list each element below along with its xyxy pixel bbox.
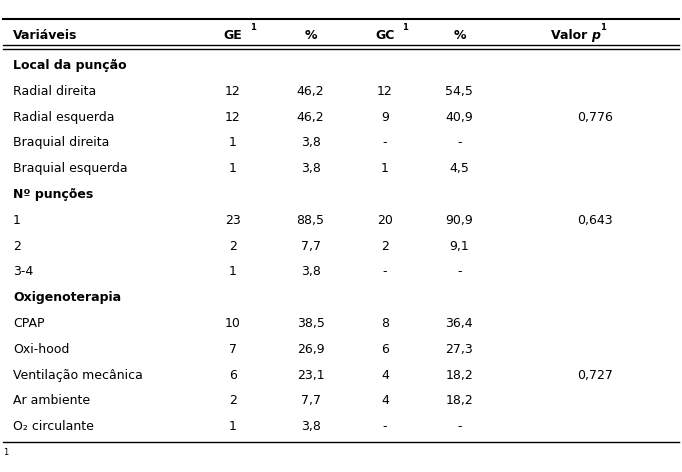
Text: 8: 8 bbox=[381, 317, 389, 330]
Text: 88,5: 88,5 bbox=[297, 214, 325, 227]
Text: 36,4: 36,4 bbox=[445, 317, 473, 330]
Text: 2: 2 bbox=[13, 240, 20, 253]
Text: Radial esquerda: Radial esquerda bbox=[13, 110, 115, 124]
Text: 0,643: 0,643 bbox=[577, 214, 612, 227]
Text: 2: 2 bbox=[229, 240, 237, 253]
Text: p: p bbox=[591, 29, 600, 42]
Text: 3,8: 3,8 bbox=[301, 265, 321, 278]
Text: Radial direita: Radial direita bbox=[13, 85, 96, 98]
Text: 23,1: 23,1 bbox=[297, 369, 325, 381]
Text: 7: 7 bbox=[228, 343, 237, 356]
Text: 12: 12 bbox=[225, 110, 241, 124]
Text: Local da punção: Local da punção bbox=[13, 59, 127, 72]
Text: Valor: Valor bbox=[550, 29, 591, 42]
Text: 90,9: 90,9 bbox=[445, 214, 473, 227]
Text: 18,2: 18,2 bbox=[445, 394, 473, 407]
Text: 6: 6 bbox=[381, 343, 389, 356]
Text: 1: 1 bbox=[229, 420, 237, 433]
Text: 1: 1 bbox=[381, 162, 389, 175]
Text: Oxigenoterapia: Oxigenoterapia bbox=[13, 291, 121, 304]
Text: 4: 4 bbox=[381, 369, 389, 381]
Text: -: - bbox=[383, 420, 387, 433]
Text: 0,776: 0,776 bbox=[577, 110, 612, 124]
Text: -: - bbox=[457, 136, 462, 150]
Text: 1: 1 bbox=[3, 448, 8, 457]
Text: 0,727: 0,727 bbox=[577, 369, 612, 381]
Text: 12: 12 bbox=[225, 85, 241, 98]
Text: -: - bbox=[457, 420, 462, 433]
Text: 1: 1 bbox=[229, 162, 237, 175]
Text: 4,5: 4,5 bbox=[449, 162, 469, 175]
Text: 3-4: 3-4 bbox=[13, 265, 33, 278]
Text: 9,1: 9,1 bbox=[449, 240, 469, 253]
Text: Variáveis: Variáveis bbox=[13, 29, 77, 42]
Text: -: - bbox=[383, 136, 387, 150]
Text: GC: GC bbox=[375, 29, 395, 42]
Text: 3,8: 3,8 bbox=[301, 136, 321, 150]
Text: Ar ambiente: Ar ambiente bbox=[13, 394, 90, 407]
Text: 7,7: 7,7 bbox=[301, 394, 321, 407]
Text: 10: 10 bbox=[225, 317, 241, 330]
Text: 23: 23 bbox=[225, 214, 241, 227]
Text: 18,2: 18,2 bbox=[445, 369, 473, 381]
Text: 9: 9 bbox=[381, 110, 389, 124]
Text: 6: 6 bbox=[229, 369, 237, 381]
Text: 12: 12 bbox=[377, 85, 393, 98]
Text: 2: 2 bbox=[381, 240, 389, 253]
Text: CPAP: CPAP bbox=[13, 317, 44, 330]
Text: 7,7: 7,7 bbox=[301, 240, 321, 253]
Text: %: % bbox=[453, 29, 466, 42]
Text: 3,8: 3,8 bbox=[301, 162, 321, 175]
Text: Nº punções: Nº punções bbox=[13, 188, 93, 201]
Text: Ventilação mecânica: Ventilação mecânica bbox=[13, 369, 143, 381]
Text: 26,9: 26,9 bbox=[297, 343, 325, 356]
Text: 1: 1 bbox=[229, 136, 237, 150]
Text: Braquial direita: Braquial direita bbox=[13, 136, 109, 150]
Text: 1: 1 bbox=[250, 23, 256, 32]
Text: 20: 20 bbox=[377, 214, 393, 227]
Text: 46,2: 46,2 bbox=[297, 85, 325, 98]
Text: Braquial esquerda: Braquial esquerda bbox=[13, 162, 128, 175]
Text: -: - bbox=[383, 265, 387, 278]
Text: 27,3: 27,3 bbox=[445, 343, 473, 356]
Text: 1: 1 bbox=[600, 23, 606, 32]
Text: 40,9: 40,9 bbox=[445, 110, 473, 124]
Text: Oxi-hood: Oxi-hood bbox=[13, 343, 70, 356]
Text: 1: 1 bbox=[229, 265, 237, 278]
Text: O₂ circulante: O₂ circulante bbox=[13, 420, 94, 433]
Text: %: % bbox=[304, 29, 317, 42]
Text: 1: 1 bbox=[402, 23, 408, 32]
Text: 4: 4 bbox=[381, 394, 389, 407]
Text: GE: GE bbox=[224, 29, 242, 42]
Text: -: - bbox=[457, 265, 462, 278]
Text: 1: 1 bbox=[13, 214, 20, 227]
Text: 3,8: 3,8 bbox=[301, 420, 321, 433]
Text: 2: 2 bbox=[229, 394, 237, 407]
Text: 54,5: 54,5 bbox=[445, 85, 473, 98]
Text: 46,2: 46,2 bbox=[297, 110, 325, 124]
Text: 38,5: 38,5 bbox=[297, 317, 325, 330]
